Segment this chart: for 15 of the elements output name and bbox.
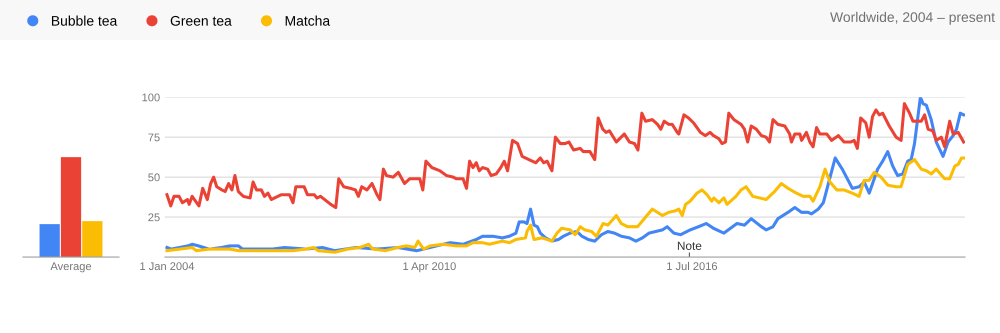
legend-label: Green tea <box>170 16 232 26</box>
legend-label: Matcha <box>286 16 330 26</box>
x-tick-label: 1 Apr 2010 <box>403 262 456 272</box>
y-tick-label: 75 <box>148 134 160 142</box>
legend-label: Bubble tea <box>52 16 118 26</box>
annotation: Note <box>678 242 702 250</box>
x-tick-label: Average <box>50 262 92 272</box>
y-tick-label: 100 <box>142 94 160 102</box>
text: Worldwide, 2004 – present <box>830 12 995 25</box>
line-series <box>165 156 965 254</box>
x-tick-label: 1 Jan 2004 <box>140 262 194 270</box>
x-tick-label: 1 Jul 2016 <box>667 262 718 270</box>
line-series <box>165 102 965 210</box>
y-tick-label: 25 <box>148 213 160 222</box>
y-tick-label: 50 <box>148 173 160 182</box>
